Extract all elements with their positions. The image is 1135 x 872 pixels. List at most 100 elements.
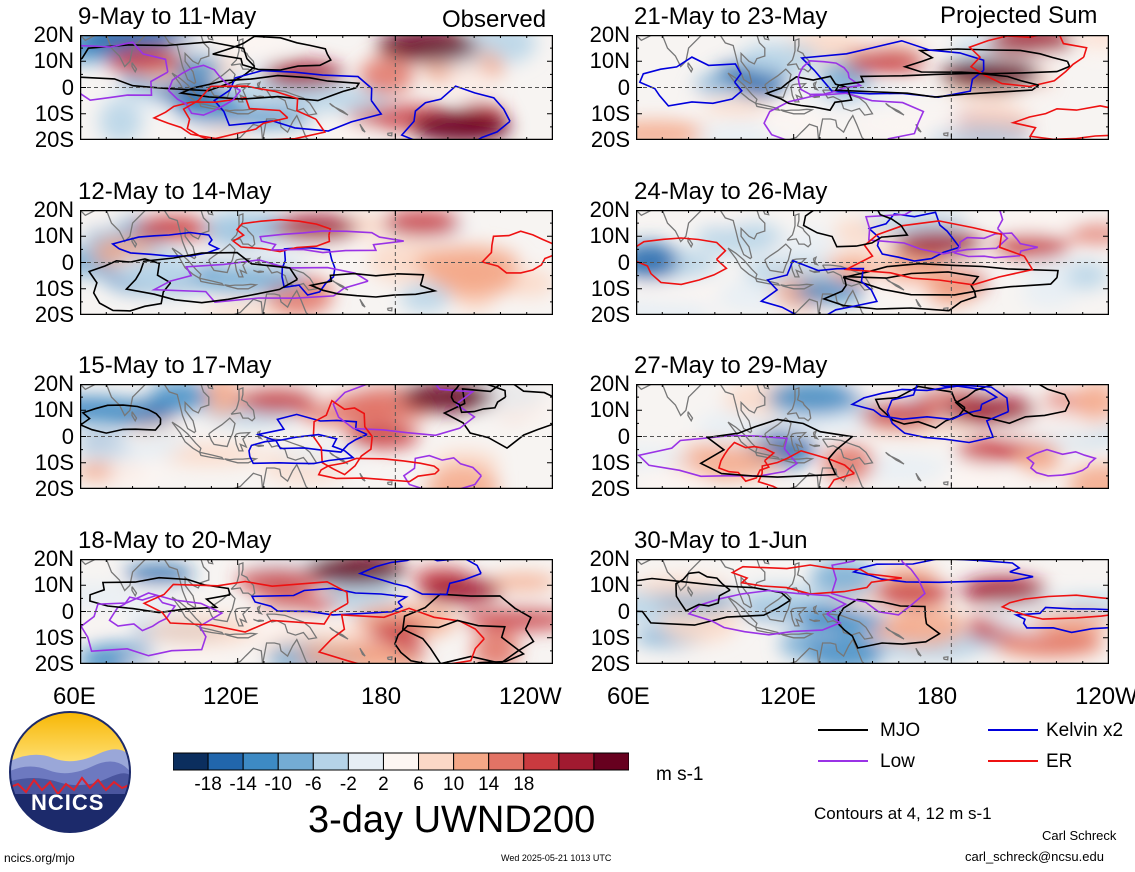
colorbar-tick-3: -6 (304, 774, 322, 795)
panel-frame-2 (80, 384, 553, 489)
colorbar-tick-5: 2 (378, 774, 389, 795)
lat-label-4-4: 20S (590, 127, 630, 152)
lat-label-1-0: 20N (33, 197, 74, 222)
contours-2 (80, 384, 553, 489)
figure-title: 3-day UWND200 (308, 799, 596, 841)
ncics-logo-text: NCICS (31, 790, 105, 815)
panel-map-0 (80, 35, 553, 140)
wind-core-1-1 (382, 210, 461, 236)
colorbar-unit: m s-1 (656, 764, 704, 785)
wind-field-2 (80, 384, 553, 489)
wind-core-1-0 (274, 214, 359, 242)
colorbar-box-12 (593, 752, 629, 771)
lat-label-1-1: 10N (33, 223, 74, 249)
legend-label-er: ER (1046, 751, 1073, 772)
lat-label-6-4: 20S (590, 476, 630, 501)
wind-core-0-1 (411, 110, 511, 140)
lat-label-0-1: 10N (33, 48, 74, 74)
wind-core-0-2 (262, 61, 345, 88)
wind-core-5-1 (991, 234, 1070, 260)
panel-frame-6 (636, 384, 1109, 489)
colorbar-box-1 (207, 752, 244, 771)
lat-label-1-2: 0 (61, 249, 74, 275)
lat-label-3-0: 20N (33, 546, 74, 571)
lat-label-4-1: 10N (589, 48, 630, 74)
coastlines-6 (636, 384, 949, 489)
website-label: ncics.org/mjo (4, 851, 75, 865)
lat-label-3-2: 0 (61, 598, 74, 624)
legend-label-mjo: MJO (880, 720, 921, 741)
lon-label-180-left: 180 (361, 683, 402, 710)
lat-label-5-3: 10S (590, 275, 630, 301)
panel-title-1: 12-May to 14-May (78, 178, 272, 205)
panel-title-3: 18-May to 20-May (78, 527, 272, 554)
wind-core-6-0 (944, 395, 1037, 426)
colorbar-tick-4: -2 (339, 774, 357, 795)
lat-label-6-1: 10N (589, 397, 630, 423)
panel-frame-7 (636, 559, 1109, 664)
contours-1 (87, 218, 553, 312)
colorbar-tick-2: -10 (264, 774, 292, 795)
panel-title-6: 27-May to 29-May (634, 352, 828, 379)
lat-label-0-3: 10S (34, 100, 74, 126)
column-header-projected: Projected Sum (940, 2, 1098, 29)
lat-label-4-3: 10S (590, 100, 630, 126)
ncics-logo (9, 711, 131, 833)
lat-label-0-2: 0 (61, 74, 74, 100)
colorbar-tick-0: -18 (194, 774, 222, 795)
panel-map-2 (80, 384, 553, 489)
author-name: Carl Schreck (1042, 828, 1117, 843)
wind-core-0-3 (106, 48, 185, 74)
lon-label-120w-right: 120W (1075, 683, 1135, 710)
lat-label-2-4: 20S (34, 476, 74, 501)
lat-label-4-2: 0 (617, 74, 630, 100)
colorbar-box-3 (277, 752, 314, 771)
contour-note: Contours at 4, 12 m s-1 (814, 804, 992, 823)
panel-frame-0 (80, 35, 553, 140)
colorbar-tick-6: 6 (413, 774, 424, 795)
lat-label-2-3: 10S (34, 449, 74, 475)
wind-field-6 (636, 384, 1109, 489)
lat-label-2-1: 10N (33, 397, 74, 423)
contours-4 (638, 35, 1109, 140)
panel-title-0: 9-May to 11-May (78, 3, 257, 30)
lat-label-7-3: 10S (590, 624, 630, 650)
lat-label-0-0: 20N (33, 22, 74, 47)
panel-frame-3 (80, 559, 553, 664)
panel-frame-5 (636, 210, 1109, 315)
wind-field-5 (636, 210, 1109, 315)
wind-core-0-0 (376, 35, 477, 62)
colorbar-box-7 (418, 752, 455, 771)
panel-title-4: 21-May to 23-May (634, 3, 828, 30)
wind-core-3-2 (237, 567, 318, 593)
lat-label-5-2: 0 (617, 249, 630, 275)
lat-label-3-4: 20S (34, 651, 74, 676)
panel-map-4 (636, 35, 1109, 140)
colorbar-tick-8: 14 (478, 774, 500, 795)
lat-label-7-1: 10N (589, 572, 630, 598)
panel-map-7 (636, 559, 1109, 664)
colorbar-tick-1: -14 (229, 774, 257, 795)
colorbar-box-8 (453, 752, 490, 771)
panel-title-2: 15-May to 17-May (78, 352, 272, 379)
wind-core-3-1 (420, 577, 502, 604)
lat-label-1-3: 10S (34, 275, 74, 301)
author-email: carl_schreck@ncsu.edu (965, 849, 1104, 864)
lat-label-5-1: 10N (589, 223, 630, 249)
panel-title-7: 30-May to 1-Jun (634, 527, 808, 554)
panel-map-5 (636, 210, 1109, 315)
lat-label-7-0: 20N (589, 546, 630, 571)
contours-5 (636, 210, 1059, 315)
contours-6 (637, 384, 1097, 489)
colorbar-box-6 (382, 752, 420, 771)
lon-label-120w-left: 120W (499, 683, 562, 710)
lon-label-120e-left: 120E (203, 683, 260, 710)
lat-label-6-3: 10S (590, 449, 630, 475)
lon-label-60e-right: 60E (607, 683, 650, 710)
colorbar-box-0 (173, 752, 209, 771)
colorbar (173, 752, 629, 771)
lat-label-2-0: 20N (33, 371, 74, 396)
legend-label-kelvin: Kelvin x2 (1046, 720, 1124, 741)
lat-label-1-4: 20S (34, 302, 74, 327)
lon-label-180-right: 180 (917, 683, 958, 710)
